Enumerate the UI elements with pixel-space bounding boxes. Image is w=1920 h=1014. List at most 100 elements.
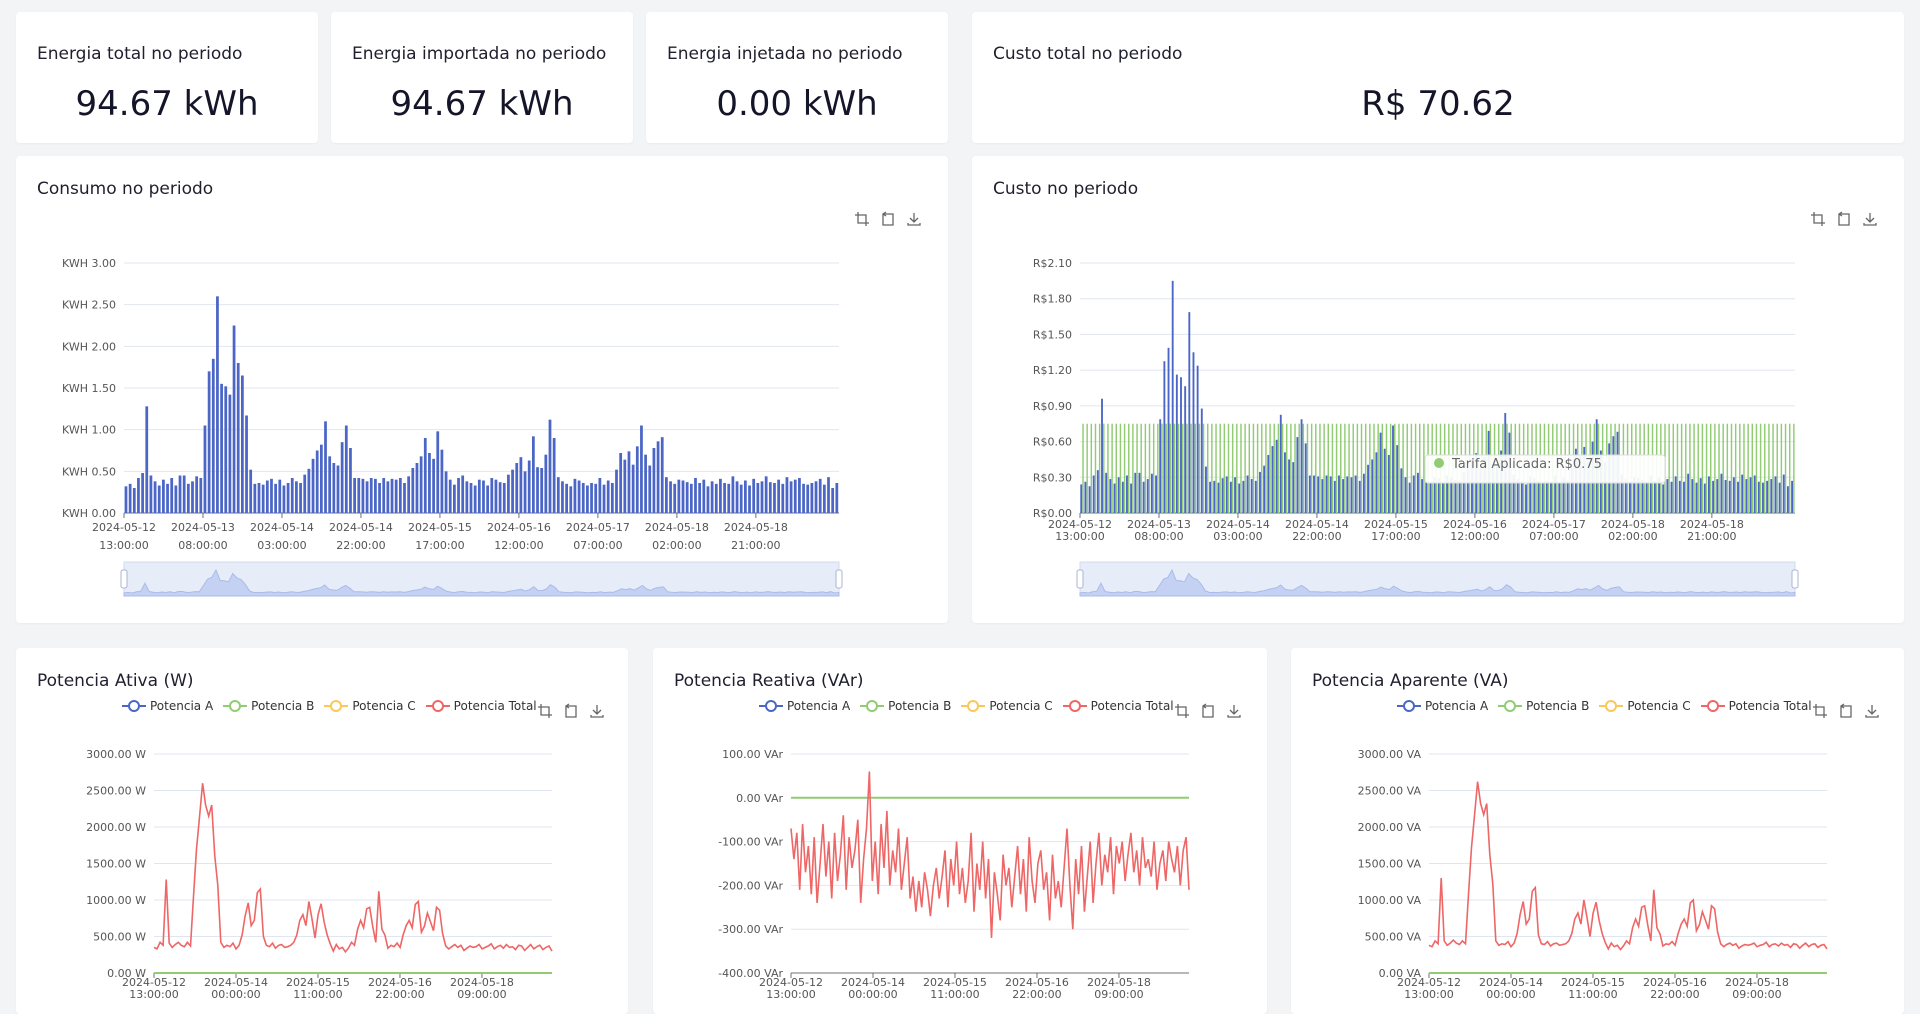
cost-bar <box>1267 454 1270 513</box>
tooltip-text: Tarifa Aplicada: R$0.75 <box>1451 457 1602 472</box>
bar <box>739 484 743 513</box>
x-tick-label: 00:00:00 <box>848 988 897 1001</box>
download-icon[interactable] <box>1862 211 1878 227</box>
cost-bar <box>1782 474 1785 513</box>
tariff-bar <box>1202 423 1205 513</box>
cost-bar <box>1495 464 1498 513</box>
download-icon[interactable] <box>1864 703 1880 719</box>
kpi-title: Energia injetada no periodo <box>667 44 903 64</box>
cost-bar <box>1400 468 1403 513</box>
y-tick-label: 2000.00 VA <box>1358 821 1422 834</box>
cost-bar <box>1587 461 1590 513</box>
bar <box>477 479 481 513</box>
legend-item-b[interactable]: Potencia B <box>1498 699 1589 713</box>
legend-item-a[interactable]: Potencia A <box>122 699 213 713</box>
zoom-reset-icon[interactable] <box>880 211 896 227</box>
kpi-title: Energia importada no periodo <box>352 44 607 64</box>
legend-symbol-icon <box>1700 700 1725 712</box>
consumo-chart[interactable]: KWH 0.00 KWH 0.50 KWH 1.00 KWH 1.50 KWH 2.00… <box>16 156 948 623</box>
tariff-bar <box>1223 423 1226 513</box>
legend-item-c[interactable]: Potencia C <box>324 699 416 713</box>
zoom-select-icon[interactable] <box>537 703 553 719</box>
legend-item-b[interactable]: Potencia B <box>860 699 951 713</box>
bar <box>507 474 510 513</box>
bar <box>631 464 635 513</box>
legend-item-a[interactable]: Potencia A <box>759 699 850 713</box>
tariff-bar <box>1186 423 1188 513</box>
bar <box>677 479 681 513</box>
chart-title: Potencia Reativa (VAr) <box>674 671 864 691</box>
bar <box>336 465 340 513</box>
x-tick-label: 09:00:00 <box>457 988 506 1001</box>
tariff-bar <box>1381 423 1384 513</box>
zoom-reset-icon[interactable] <box>1838 703 1854 719</box>
bar <box>473 485 477 513</box>
legend-item-total[interactable]: Potencia Total <box>1700 699 1812 713</box>
tariff-bar <box>1244 423 1246 513</box>
bar <box>299 483 302 513</box>
tariff-bar <box>1302 423 1305 513</box>
bar <box>752 478 756 513</box>
potencia-ativa-chart[interactable]: 0.00 W 500.00 W 1000.00 W 1500.00 W 2000.00 … <box>16 648 628 1014</box>
cost-bar <box>1741 474 1744 513</box>
cost-bar <box>1296 437 1299 513</box>
tariff-bar <box>1743 423 1745 513</box>
bar <box>694 478 697 513</box>
cost-bar <box>1367 464 1370 513</box>
bar <box>440 449 444 513</box>
download-icon[interactable] <box>589 703 605 719</box>
x-tick-label: 2024-05-18 <box>1601 518 1665 531</box>
bar <box>149 475 153 513</box>
bar <box>344 425 348 513</box>
x-tick-label: 03:00:00 <box>1213 530 1262 543</box>
tariff-bar <box>1157 423 1159 513</box>
zoom-select-icon[interactable] <box>1174 703 1190 719</box>
x-tick-label: 2024-05-18 <box>645 521 709 534</box>
bar <box>727 483 731 513</box>
zoom-reset-icon[interactable] <box>1200 703 1216 719</box>
zoom-reset-icon[interactable] <box>563 703 579 719</box>
bar <box>278 479 282 513</box>
potencia-reativa-chart[interactable]: -400.00 VAr -300.00 VAr -200.00 VAr -100.00… <box>653 648 1267 1014</box>
potencia-aparente-chart[interactable]: 0.00 VA 500.00 VA 1000.00 VA 1500.00 VA 2000… <box>1291 648 1904 1014</box>
y-tick-label: R$2.10 <box>1033 257 1072 270</box>
tariff-bar <box>1252 423 1255 513</box>
custo-chart[interactable]: R$0.00 R$0.30 R$0.60 R$0.90 R$1.20 R$1.50 R$1.… <box>972 156 1904 623</box>
legend-item-b[interactable]: Potencia B <box>223 699 314 713</box>
x-tick-label: 2024-05-16 <box>1443 518 1507 531</box>
download-icon[interactable] <box>906 211 922 227</box>
legend-item-total[interactable]: Potencia Total <box>1062 699 1174 713</box>
legend-item-c[interactable]: Potencia C <box>961 699 1053 713</box>
legend-label: Potencia B <box>1526 699 1590 713</box>
kpi-card-total: Energia total no periodo 94.67 kWh <box>16 12 318 143</box>
bar <box>735 481 739 513</box>
bar <box>224 386 228 513</box>
bar <box>132 488 136 513</box>
bar <box>369 478 373 513</box>
bar <box>465 481 469 513</box>
tariff-bar <box>1240 423 1242 513</box>
cost-bar <box>1234 477 1236 513</box>
zoom-select-icon[interactable] <box>1810 211 1826 227</box>
legend-item-total[interactable]: Potencia Total <box>425 699 537 713</box>
tariff-bar <box>1094 423 1097 513</box>
cost-bar <box>1645 481 1648 513</box>
zoom-reset-icon[interactable] <box>1836 211 1852 227</box>
zoom-select-icon[interactable] <box>1812 703 1828 719</box>
download-icon[interactable] <box>1226 703 1242 719</box>
legend-item-a[interactable]: Potencia A <box>1397 699 1488 713</box>
cost-bar <box>1101 398 1103 513</box>
cost-bar <box>1408 482 1411 513</box>
cost-bar <box>1458 480 1461 513</box>
x-tick-label: 2024-05-18 <box>724 521 788 534</box>
cost-bar <box>1246 475 1249 513</box>
bar <box>615 469 618 513</box>
x-tick-label: 2024-05-17 <box>1522 518 1586 531</box>
cost-bar <box>1288 459 1291 513</box>
legend-item-c[interactable]: Potencia C <box>1599 699 1691 713</box>
x-tick-label: 2024-05-15 <box>1364 518 1428 531</box>
zoom-select-icon[interactable] <box>854 211 870 227</box>
x-tick-label: 07:00:00 <box>1529 530 1578 543</box>
bar <box>685 482 689 513</box>
bar <box>598 478 602 513</box>
